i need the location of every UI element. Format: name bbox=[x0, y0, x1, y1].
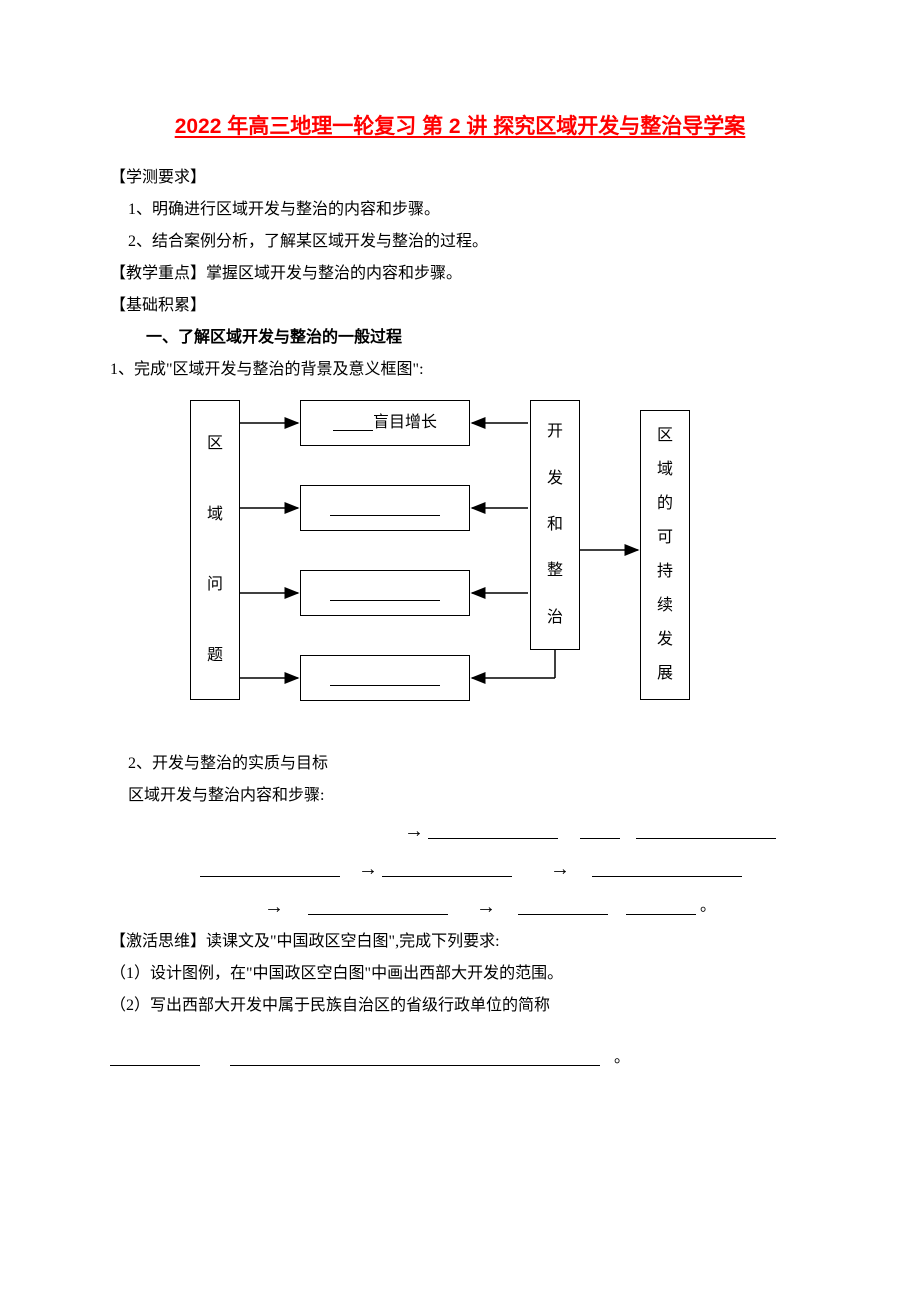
section-think: 【激活思维】读课文及"中国政区空白图",完成下列要求: bbox=[110, 926, 810, 958]
arrow-icon: → bbox=[264, 888, 284, 926]
question-2b: 区域开发与整治内容和步骤: bbox=[110, 780, 810, 812]
diagram-arrows bbox=[110, 390, 810, 730]
section-base-label: 【基础积累】 bbox=[110, 290, 810, 322]
requirement-1: 1、明确进行区域开发与整治的内容和步骤。 bbox=[110, 194, 810, 226]
think-q2: （2）写出西部大开发中属于民族自治区的省级行政单位的简称 bbox=[110, 990, 810, 1022]
arrow-icon: → bbox=[358, 850, 378, 888]
steps-row-2: → → bbox=[200, 850, 810, 888]
period: 。 bbox=[700, 898, 716, 915]
page-title: 2022 年高三地理一轮复习 第 2 讲 探究区域开发与整治导学案 bbox=[110, 110, 810, 140]
think-text: 读课文及"中国政区空白图",完成下列要求: bbox=[206, 933, 500, 950]
answer-blank-line: 。 bbox=[110, 1042, 810, 1074]
think-label: 【激活思维】 bbox=[110, 933, 206, 950]
document-page: 2022 年高三地理一轮复习 第 2 讲 探究区域开发与整治导学案 【学测要求】… bbox=[0, 0, 920, 1302]
steps-row-1: → bbox=[200, 812, 810, 850]
arrow-icon: → bbox=[404, 812, 424, 850]
requirement-2: 2、结合案例分析，了解某区域开发与整治的过程。 bbox=[110, 226, 810, 258]
focus-label: 【教学重点】 bbox=[110, 265, 206, 282]
section-requirements-label: 【学测要求】 bbox=[110, 162, 810, 194]
question-1: 1、完成"区域开发与整治的背景及意义框图": bbox=[110, 354, 810, 386]
steps-fill-area: → → → → bbox=[110, 812, 810, 926]
focus-text: 掌握区域开发与整治的内容和步骤。 bbox=[206, 265, 462, 282]
section-focus: 【教学重点】掌握区域开发与整治的内容和步骤。 bbox=[110, 258, 810, 290]
steps-row-3: → → 。 bbox=[200, 888, 810, 926]
arrow-icon: → bbox=[476, 888, 496, 926]
question-2: 2、开发与整治的实质与目标 bbox=[110, 748, 810, 780]
body: 【学测要求】 1、明确进行区域开发与整治的内容和步骤。 2、结合案例分析，了解某… bbox=[110, 162, 810, 1074]
heading-1: 一、了解区域开发与整治的一般过程 bbox=[110, 322, 810, 354]
flow-diagram: 区 域 问 题 盲目增长 开 发 和 bbox=[110, 390, 810, 730]
think-q1: （1）设计图例，在"中国政区空白图"中画出西部大开发的范围。 bbox=[110, 958, 810, 990]
period: 。 bbox=[614, 1049, 630, 1066]
arrow-icon: → bbox=[550, 850, 570, 888]
